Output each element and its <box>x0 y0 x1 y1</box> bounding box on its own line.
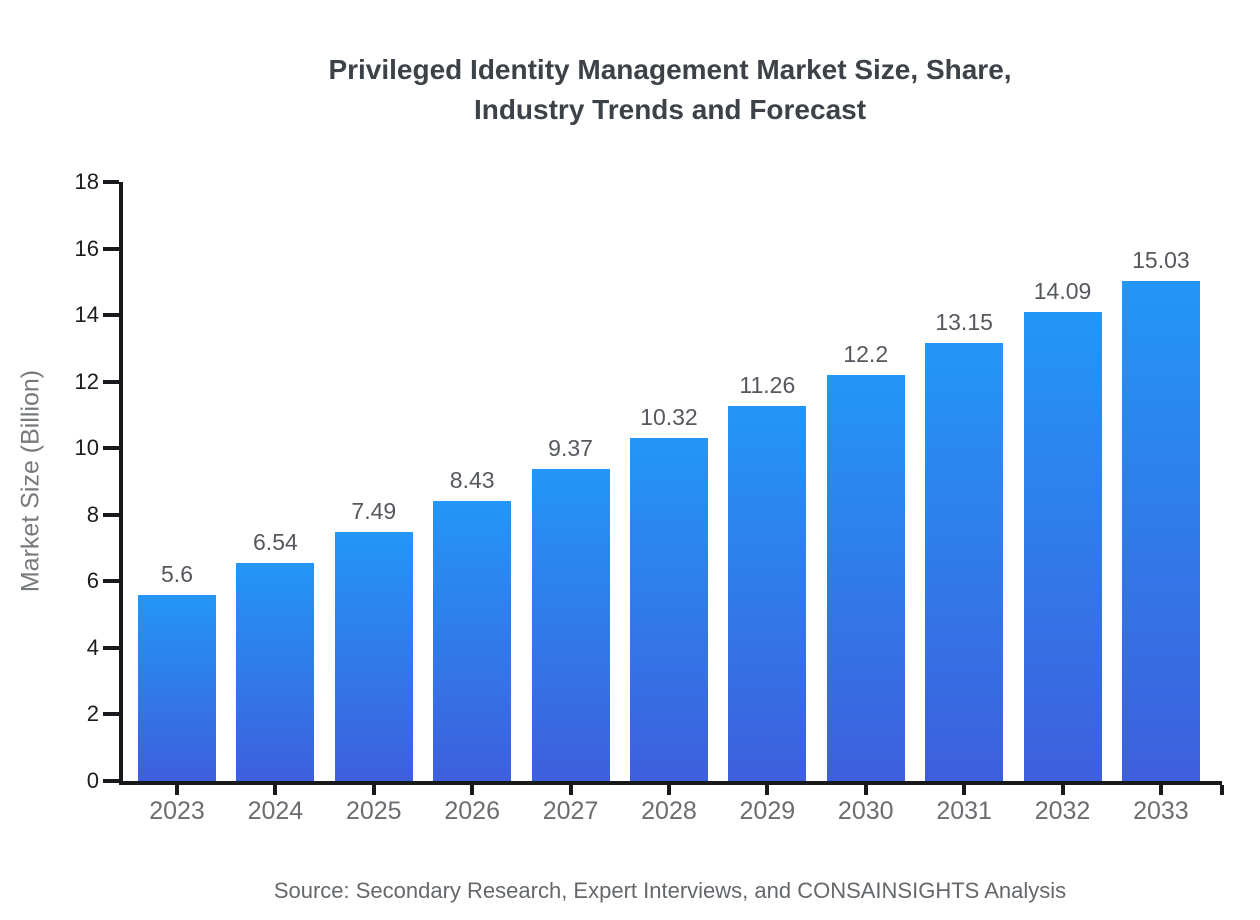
plot-area: 5.6 2023 6.54 2024 7.49 2025 8.43 2026 9.37 2027 1… <box>119 182 1224 825</box>
bar-group: 11.26 2029 <box>728 372 807 825</box>
bars-layer: 5.6 2023 6.54 2024 7.49 2025 8.43 2026 9.37 2027 1… <box>123 182 1222 825</box>
x-axis-end-tick-mark <box>1220 785 1224 795</box>
x-tick-label: 2024 <box>247 797 304 825</box>
x-tick-mark <box>175 785 179 795</box>
y-tick-label: 2 <box>86 701 99 727</box>
bar-group: 9.37 2027 <box>531 435 610 825</box>
y-tick-label: 4 <box>86 634 99 660</box>
chart-title: Privileged Identity Management Market Si… <box>328 54 1012 125</box>
bar-group: 6.54 2024 <box>236 529 315 825</box>
bar-group: 7.49 2025 <box>334 498 413 825</box>
y-tick-label: 0 <box>86 768 99 793</box>
bar-value-label: 9.37 <box>548 435 593 462</box>
y-tick-mark <box>103 712 119 717</box>
bar-group: 10.32 2028 <box>629 404 708 825</box>
bar-value-label: 8.43 <box>449 466 495 493</box>
bar-value-label: 14.09 <box>1033 278 1092 305</box>
x-tick-mark <box>273 785 278 795</box>
y-tick-mark <box>103 313 119 318</box>
bar-value-label: 6.54 <box>253 529 298 556</box>
y-tick-mark <box>103 512 119 517</box>
bar-value-label: 15.03 <box>1132 246 1190 273</box>
bar-group: 5.6 2023 <box>138 561 216 825</box>
bar-value-label: 10.32 <box>640 403 698 430</box>
y-tick-label: 16 <box>74 235 99 261</box>
bar-value-label: 11.26 <box>739 372 796 399</box>
x-tick-label: 2026 <box>444 797 500 825</box>
bar-group: 13.15 2031 <box>925 309 1004 825</box>
x-tick-label: 2027 <box>542 797 599 825</box>
bar-group: 8.43 2026 <box>433 467 512 825</box>
x-tick-mark <box>863 785 868 795</box>
y-axis-title: Market Size (Billion) <box>16 369 45 593</box>
bar-value-label: 7.49 <box>351 497 397 524</box>
x-tick-label: 2029 <box>739 797 796 825</box>
x-tick-label: 2030 <box>837 797 894 825</box>
bar-group: 12.2 2030 <box>826 341 905 825</box>
y-tick-mark <box>103 246 119 251</box>
bar-value-label: 12.2 <box>843 341 889 367</box>
x-tick-label: 2023 <box>149 797 205 825</box>
y-tick-mark <box>103 779 119 783</box>
y-tick-mark <box>103 579 119 584</box>
x-tick-mark <box>568 785 573 795</box>
y-tick-label: 18 <box>74 169 99 194</box>
x-tick-mark <box>962 785 967 795</box>
y-tick-label: 14 <box>74 302 99 328</box>
x-tick-mark <box>1158 785 1163 795</box>
y-tick-mark <box>103 446 119 451</box>
bar-group: 15.03 2033 <box>1121 247 1200 825</box>
bar-value-label: 5.6 <box>161 560 193 587</box>
y-tick-mark <box>103 379 119 384</box>
x-tick-label: 2033 <box>1133 797 1189 825</box>
x-tick-mark <box>666 785 671 795</box>
bar-group: 14.09 2032 <box>1023 278 1102 825</box>
x-tick-mark <box>371 785 376 795</box>
x-tick-label: 2032 <box>1034 797 1091 825</box>
x-tick-label: 2031 <box>936 797 992 825</box>
source-note: Source: Secondary Research, Expert Inter… <box>273 878 1067 903</box>
x-tick-mark <box>765 785 770 795</box>
x-tick-label: 2025 <box>345 797 402 825</box>
y-tick-mark <box>103 180 119 184</box>
x-tick-mark <box>470 785 475 795</box>
x-tick-mark <box>1060 785 1065 795</box>
y-tick-mark <box>103 645 119 650</box>
x-tick-label: 2028 <box>641 797 697 825</box>
bar-value-label: 13.15 <box>935 309 993 336</box>
